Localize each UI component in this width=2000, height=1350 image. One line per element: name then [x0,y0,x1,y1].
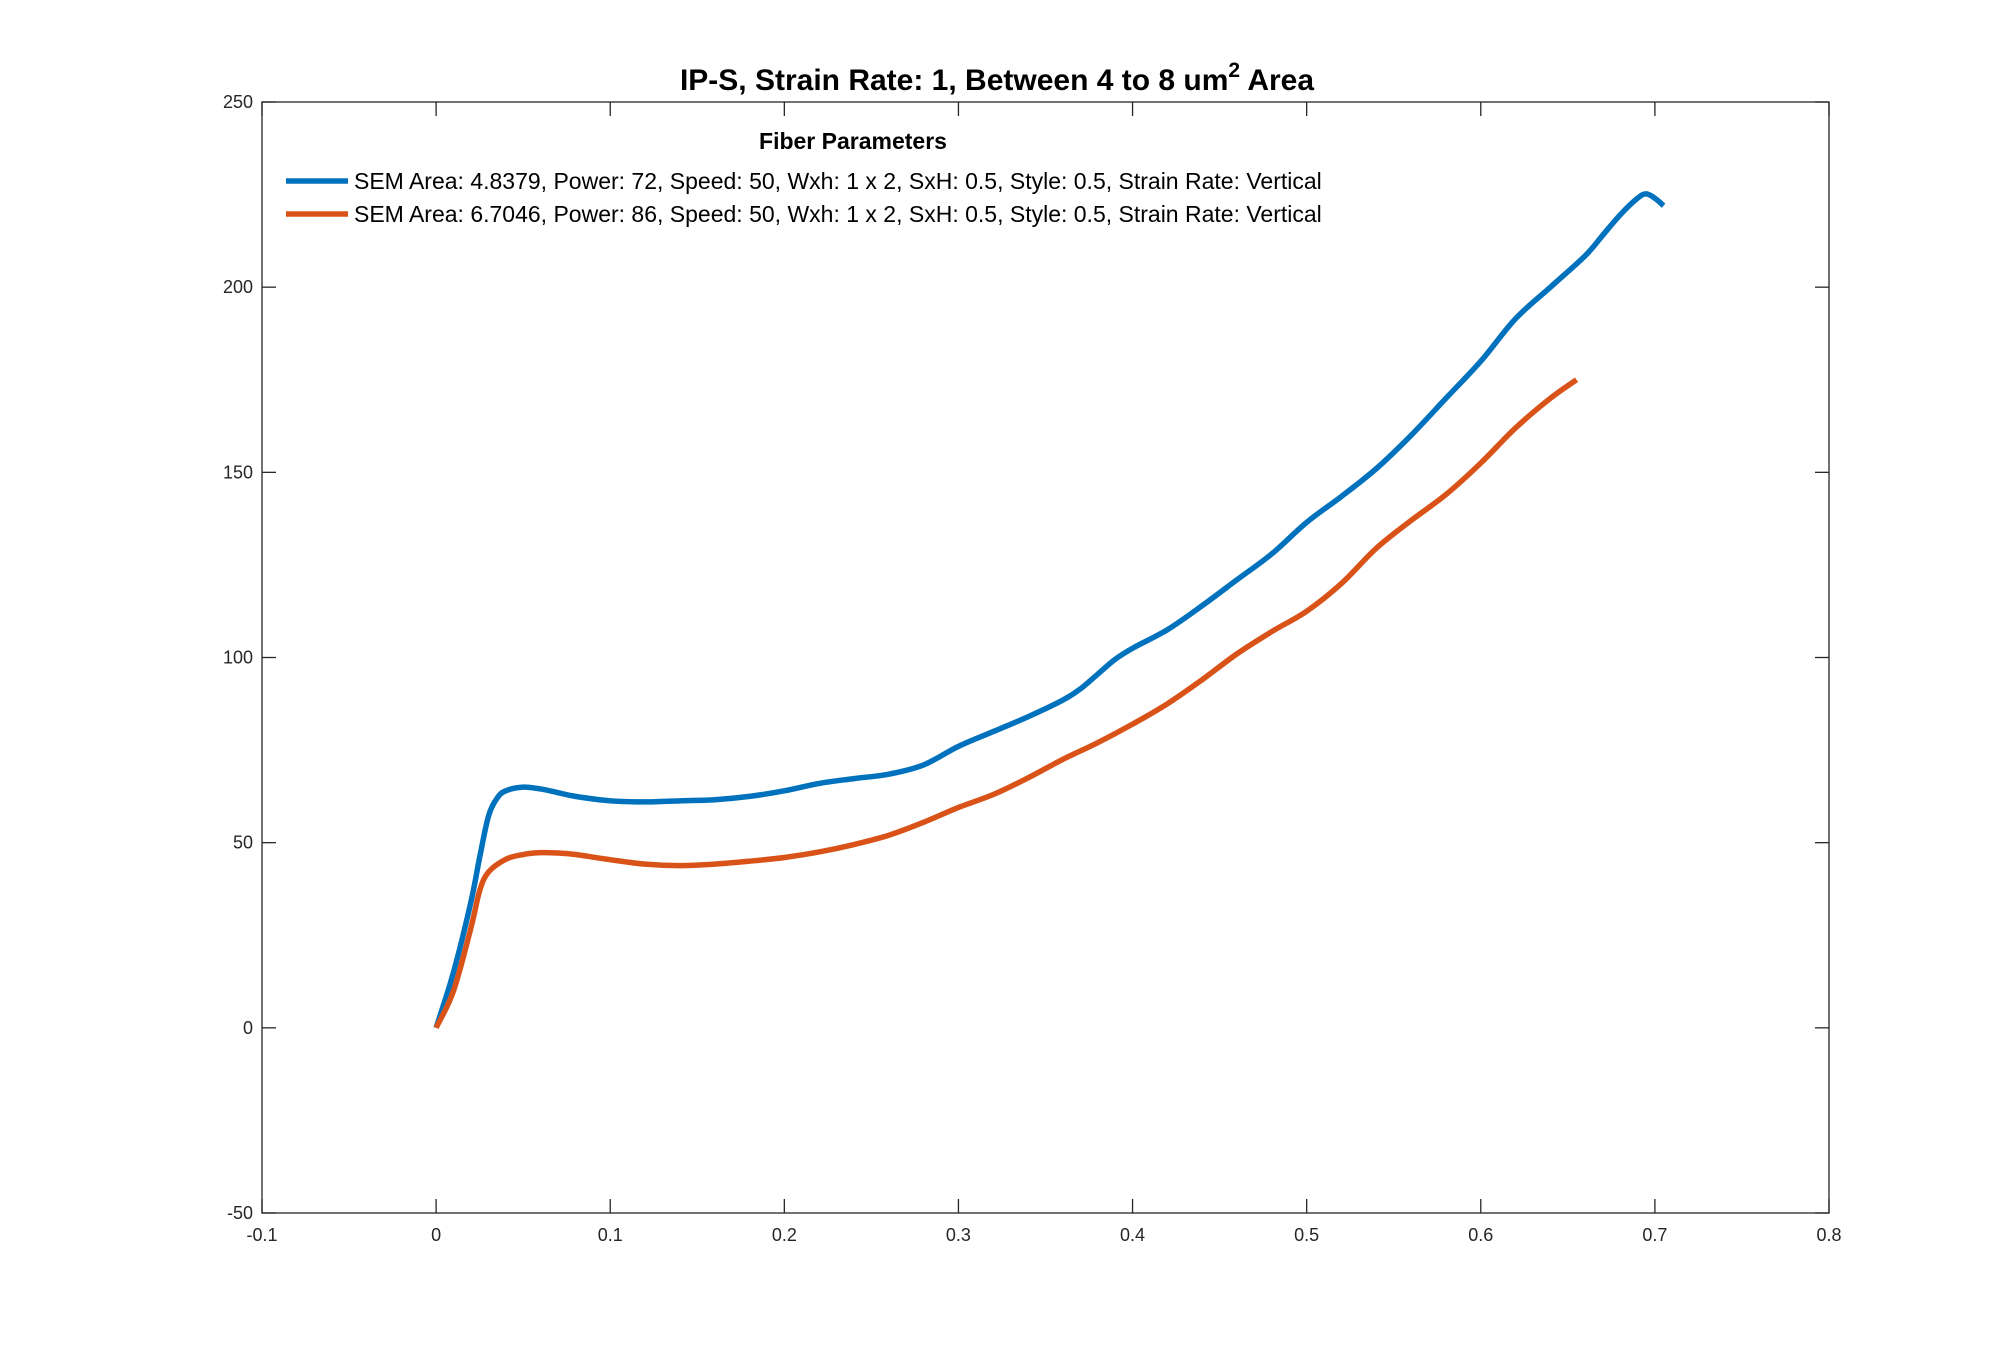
legend-entry[interactable]: SEM Area: 6.7046, Power: 86, Speed: 50, … [286,201,1322,227]
chart-title-main: IP-S, Strain Rate: 1, Between 4 to 8 um [680,64,1228,97]
x-tick-label: 0.8 [1816,1225,1841,1245]
series-layer [433,191,1666,1030]
legend-entry[interactable]: SEM Area: 4.8379, Power: 72, Speed: 50, … [286,168,1322,194]
y-tick-label: 100 [223,648,253,668]
y-tick-label: 250 [223,92,253,112]
legend-entries: SEM Area: 4.8379, Power: 72, Speed: 50, … [286,168,1322,227]
chart-title: IP-S, Strain Rate: 1, Between 4 to 8 um2… [680,59,1314,97]
y-axis-ticks: -50 0 50 100 150 200 250 [223,92,1829,1223]
series-line-1 [433,191,1666,1029]
x-tick-label: 0.4 [1120,1225,1145,1245]
chart-title-superscript: 2 [1228,59,1240,82]
legend-label: SEM Area: 6.7046, Power: 86, Speed: 50, … [354,201,1322,227]
x-tick-label: 0.7 [1642,1225,1667,1245]
legend-title: Fiber Parameters [759,128,947,154]
y-tick-label: -50 [227,1203,253,1223]
x-tick-label: 0.2 [772,1225,797,1245]
x-tick-label: 0.3 [946,1225,971,1245]
x-axis-ticks: -0.1 0 0.1 0.2 0.3 0.4 0.5 0.6 0.7 0.8 [246,102,1842,1245]
y-tick-label: 50 [233,833,253,853]
y-tick-label: 0 [243,1018,253,1038]
x-tick-label: 0.1 [598,1225,623,1245]
x-tick-label: 0.5 [1294,1225,1319,1245]
y-tick-label: 200 [223,277,253,297]
series-line-2 [433,377,1579,1030]
legend-label: SEM Area: 4.8379, Power: 72, Speed: 50, … [354,168,1322,194]
y-tick-label: 150 [223,462,253,482]
x-tick-label: -0.1 [246,1225,277,1245]
chart-title-suffix: Area [1240,64,1314,97]
legend[interactable]: Fiber Parameters SEM Area: 4.8379, Power… [286,128,1322,227]
plot-area [262,102,1829,1213]
x-tick-label: 0 [431,1225,441,1245]
x-tick-label: 0.6 [1468,1225,1493,1245]
